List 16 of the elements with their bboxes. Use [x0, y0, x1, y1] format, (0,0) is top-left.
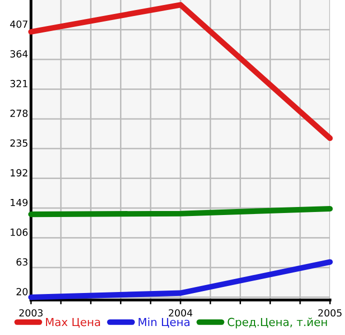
y-tick-label: 106 — [10, 228, 28, 236]
legend-label: Сред.Цена, т.йен — [228, 318, 327, 328]
legend-label: Min Цена — [138, 318, 190, 328]
legend-label: Max Цена — [46, 318, 100, 328]
y-tick-label: 192 — [10, 169, 28, 176]
y-tick-label: 278 — [10, 110, 28, 118]
x-tick-label: 2005 — [318, 309, 342, 317]
y-tick-label: 321 — [10, 80, 28, 88]
y-tick-label: 149 — [10, 198, 28, 206]
x-tick-label: 2004 — [168, 309, 192, 317]
y-tick-label: 20 — [16, 288, 28, 296]
y-tick-label: 235 — [10, 139, 28, 147]
y-tick-label: 63 — [16, 258, 28, 266]
x-tick-label: 2003 — [19, 309, 43, 317]
y-tick-label: 407 — [10, 20, 28, 28]
y-tick-label: 364 — [10, 50, 28, 58]
